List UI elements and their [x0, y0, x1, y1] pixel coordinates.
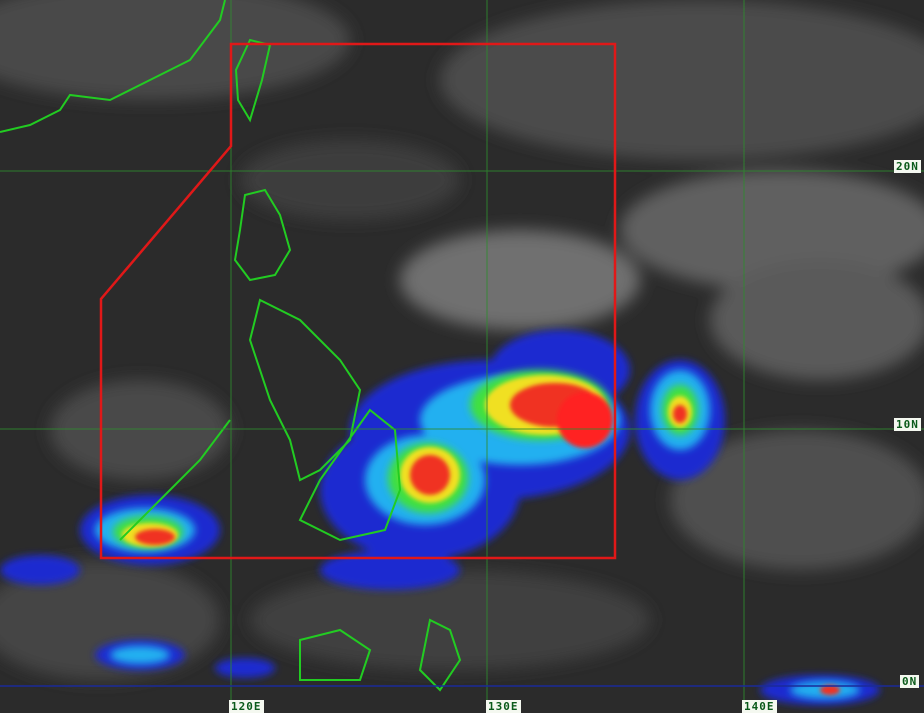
cloud-field	[0, 0, 924, 680]
responsibility-area-boundary	[99, 42, 617, 560]
lat-label-0n: 0N	[900, 675, 920, 688]
lat-label-20n: 20N	[894, 160, 921, 173]
lat-label-10n: 10N	[894, 418, 921, 431]
convection-red	[135, 383, 840, 695]
lon-label-120e: 120E	[229, 700, 264, 713]
lon-label-130e: 130E	[486, 700, 521, 713]
lon-label-140e: 140E	[742, 700, 777, 713]
